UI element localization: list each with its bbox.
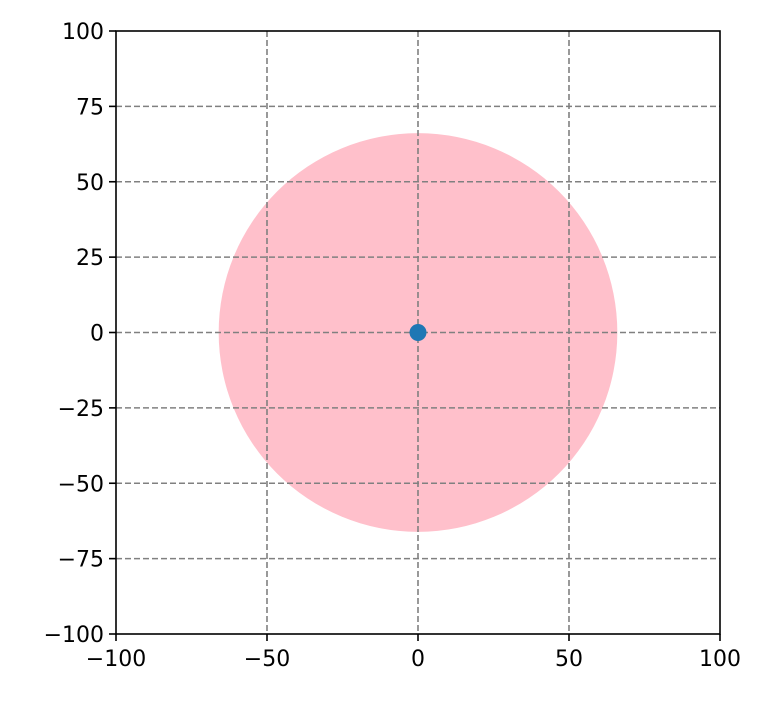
y-tick-label: 25	[76, 246, 104, 271]
x-tick-label: −100	[86, 647, 146, 672]
x-tick-label: 0	[411, 647, 425, 672]
tick-layer: −100 −50 0 50 100 −100 −75 −50 −25 0 25 50 75 100	[44, 20, 741, 672]
y-tick-label: −50	[58, 472, 104, 497]
x-tick-label: 100	[699, 647, 741, 672]
x-tick-label: −50	[244, 647, 290, 672]
y-tick-label: −25	[58, 397, 104, 422]
y-tick-label: 75	[76, 95, 104, 120]
y-tick-label: −75	[58, 548, 104, 573]
point-layer	[409, 324, 427, 341]
y-tick-label: −100	[44, 623, 104, 648]
y-tick-label: 50	[76, 171, 104, 196]
data-point	[409, 324, 427, 341]
x-tick-label: 50	[555, 647, 583, 672]
y-tick-label: 0	[90, 322, 104, 347]
y-tick-label: 100	[62, 20, 104, 45]
